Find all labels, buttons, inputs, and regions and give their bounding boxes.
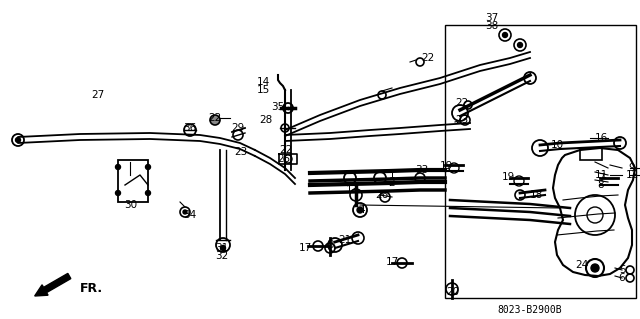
- Text: 10: 10: [550, 140, 564, 150]
- Text: 12: 12: [625, 170, 639, 180]
- Text: 28: 28: [259, 115, 273, 125]
- Text: 20: 20: [447, 287, 460, 297]
- Text: FR.: FR.: [80, 283, 103, 295]
- Text: 5: 5: [619, 265, 625, 275]
- Circle shape: [518, 42, 522, 48]
- Circle shape: [15, 137, 20, 143]
- Text: 24: 24: [575, 260, 589, 270]
- Text: 27: 27: [92, 90, 104, 100]
- Polygon shape: [35, 273, 71, 296]
- Circle shape: [591, 264, 599, 272]
- Text: 29: 29: [232, 123, 244, 133]
- Circle shape: [221, 246, 225, 250]
- Text: 30: 30: [124, 200, 138, 210]
- Text: 36: 36: [184, 123, 196, 133]
- Bar: [118, 160, 148, 202]
- Circle shape: [183, 210, 187, 214]
- Text: 15: 15: [257, 85, 269, 95]
- Bar: [580, 148, 602, 160]
- Text: 22: 22: [421, 53, 435, 63]
- Text: 22: 22: [209, 113, 221, 123]
- Text: 37: 37: [485, 13, 499, 23]
- Text: 16: 16: [595, 133, 607, 143]
- Circle shape: [145, 165, 150, 169]
- Text: 23: 23: [456, 115, 468, 125]
- Text: 23: 23: [234, 147, 248, 157]
- Text: 2: 2: [388, 178, 396, 188]
- Text: 18: 18: [529, 190, 543, 200]
- Text: 17: 17: [298, 243, 312, 253]
- Text: 1: 1: [388, 170, 396, 180]
- Text: 3: 3: [326, 240, 333, 250]
- Text: 13: 13: [346, 185, 358, 195]
- Text: 14: 14: [257, 77, 269, 87]
- Circle shape: [115, 190, 120, 196]
- Bar: [445, 25, 636, 298]
- Text: 22: 22: [280, 145, 292, 155]
- Text: 7: 7: [598, 173, 604, 183]
- Text: 19: 19: [501, 172, 515, 182]
- Text: 11: 11: [595, 170, 607, 180]
- Text: 31: 31: [216, 243, 228, 253]
- Text: 19: 19: [440, 161, 452, 171]
- Circle shape: [357, 207, 363, 213]
- Circle shape: [210, 115, 220, 125]
- Text: 32: 32: [216, 251, 228, 261]
- Circle shape: [145, 190, 150, 196]
- Text: 8: 8: [598, 180, 604, 190]
- Text: 21: 21: [339, 235, 351, 245]
- Text: 6: 6: [619, 273, 625, 283]
- Circle shape: [502, 33, 508, 38]
- Text: 38: 38: [485, 21, 499, 31]
- Circle shape: [115, 165, 120, 169]
- Text: 35: 35: [271, 102, 285, 112]
- Text: 22: 22: [456, 98, 468, 108]
- Text: 17: 17: [385, 257, 399, 267]
- Text: 4: 4: [358, 205, 365, 215]
- Text: 25: 25: [277, 154, 291, 164]
- Text: 26: 26: [376, 190, 388, 200]
- Text: 34: 34: [184, 210, 196, 220]
- Text: 33: 33: [415, 165, 429, 175]
- Text: 9: 9: [628, 163, 636, 173]
- Text: 8023-B2900B: 8023-B2900B: [498, 305, 563, 315]
